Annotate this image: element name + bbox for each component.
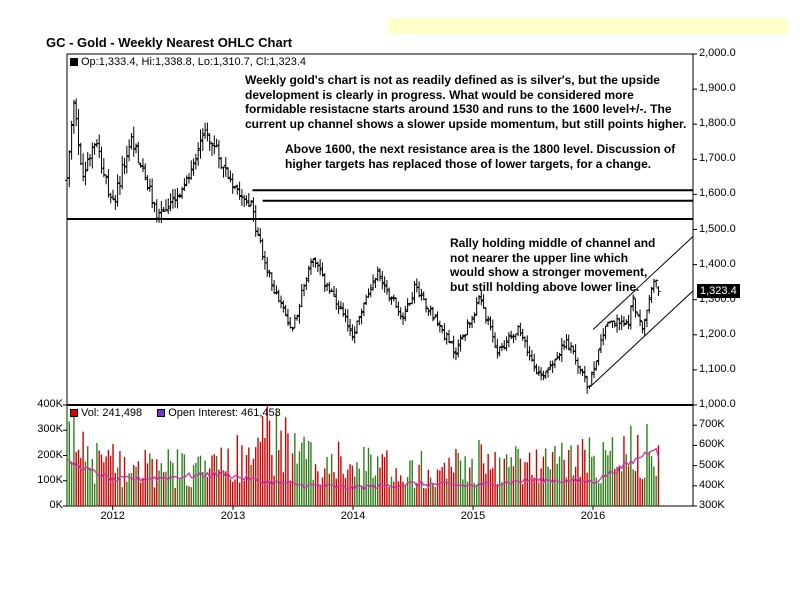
price-tick-label: 1,000.0 [699,398,736,410]
open-interest-line [66,447,660,492]
axis-ticks [63,53,697,510]
price-tick-label: 1,700.0 [699,152,736,165]
volume-tick-label: 0K [49,499,63,511]
price-tick-label: 1,300.0 [699,292,736,305]
oi-label: Open Interest: 461,453 [168,407,281,419]
price-panel-frame [66,53,694,406]
resistance-lines [67,189,693,220]
price-bars [65,98,661,394]
open-interest-tick-label: 700K [699,418,725,431]
top-banner [388,18,788,34]
price-tick-label: 1,800.0 [699,117,736,130]
last-price-tag: 1,323.4 [697,284,740,298]
volume-tick-label: 300K [37,423,63,436]
ohlc-legend: Op:1,333.4, Hi:1,338.8, Lo:1,310.7, Cl:1… [70,56,306,68]
volume-legend: Vol: 241,498 Open Interest: 461,453 [70,407,281,419]
price-tick-label: 1,200.0 [699,327,736,340]
price-tick-label: 1,100.0 [699,362,736,375]
price-tick-label: 1,600.0 [699,187,736,200]
channel-line [591,290,694,386]
time-tick-label: 2016 [580,510,606,522]
volume-tick-label: 200K [37,448,63,461]
open-interest-tick-label: 500K [699,458,725,471]
annotation-resistance: Weekly gold's chart is not as readily de… [245,73,687,131]
vol-swatch [70,409,78,417]
oi-swatch [157,409,166,417]
vol-label: Vol: 241,498 [81,407,143,419]
price-swatch [70,58,78,66]
ohlc-readout: Op:1,333.4, Hi:1,338.8, Lo:1,310.7, Cl:1… [81,56,307,68]
open-interest-tick-label: 300K [699,499,725,511]
annotation-channel: Rally holding middle of channel and not … [450,236,656,294]
time-tick-label: 2015 [460,510,486,522]
time-tick-label: 2012 [100,510,125,522]
open-interest-tick-label: 400K [699,478,725,491]
volume-tick-label: 400K [37,398,63,410]
open-interest-series [66,447,660,492]
price-tick-label: 1,900.0 [699,82,736,95]
time-tick-label: 2014 [340,510,366,522]
channel-line [592,236,694,330]
time-tick-label: 2013 [220,510,246,522]
annotation-targets: Above 1600, the next resistance area is … [285,142,676,171]
volume-bars [66,405,660,506]
chart-title: GC - Gold - Weekly Nearest OHLC Chart [46,35,293,50]
volume-tick-label: 100K [37,473,63,486]
up-channel-lines [591,236,694,386]
price-tick-label: 2,000.0 [699,47,736,59]
price-tick-label: 1,500.0 [699,222,736,235]
open-interest-tick-label: 600K [699,438,725,451]
price-tick-label: 1,400.0 [699,257,736,270]
